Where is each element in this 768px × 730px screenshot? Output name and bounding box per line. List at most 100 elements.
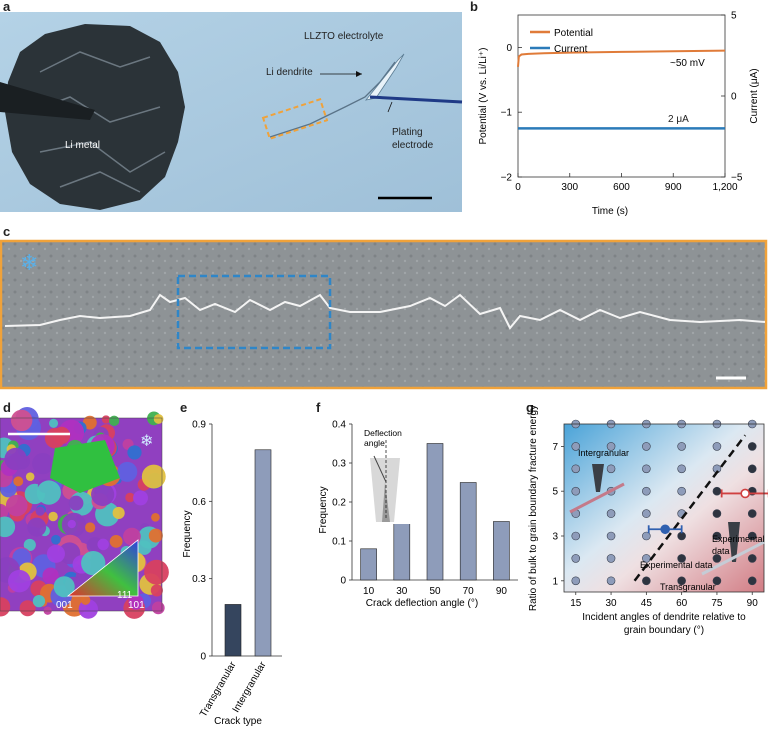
grain bbox=[117, 461, 138, 482]
grain bbox=[125, 492, 135, 503]
chart-f-ytick-label: 0.1 bbox=[332, 537, 346, 548]
legend-current: Current bbox=[554, 44, 588, 55]
transgranular-glyph bbox=[701, 522, 765, 576]
boundary-line bbox=[633, 434, 747, 582]
chart-g-ytick-label: 7 bbox=[552, 442, 558, 453]
grain bbox=[36, 480, 61, 505]
grain bbox=[10, 409, 33, 432]
chart-g-xtick-label: 45 bbox=[641, 598, 653, 609]
label-llzto-electrolyte: LLZTO electrolyte bbox=[304, 31, 384, 42]
annotation-transgranular: Transgranular bbox=[660, 582, 716, 592]
chart-g-xlabel-1: Incident angles of dendrite relative to bbox=[582, 612, 746, 623]
dendrite-box bbox=[261, 98, 329, 140]
grain bbox=[151, 601, 165, 615]
grain bbox=[0, 503, 9, 521]
chart-g-xtick-label: 15 bbox=[570, 598, 582, 609]
chart-b-xtick-label: 300 bbox=[561, 182, 578, 193]
bar-intergranular bbox=[254, 449, 272, 657]
chart-b-ytick-right-label: 0 bbox=[731, 92, 737, 103]
grain bbox=[141, 464, 166, 489]
chart-f-ytick-label: 0.4 bbox=[332, 420, 346, 431]
panel-label-d: d bbox=[3, 400, 11, 415]
grain bbox=[82, 415, 97, 430]
grid-point bbox=[571, 464, 581, 474]
grain bbox=[127, 445, 142, 460]
chart-b-xtick-label: 900 bbox=[665, 182, 682, 193]
chart-g-xlabel-2: grain boundary (°) bbox=[624, 625, 704, 636]
grain bbox=[44, 428, 66, 449]
grid-point bbox=[677, 464, 686, 474]
grid-point bbox=[712, 554, 722, 563]
chart-f-ytick-label: 0 bbox=[340, 576, 346, 587]
panel-label-a: a bbox=[3, 0, 11, 14]
chart-f-xtick-label: 10 bbox=[363, 586, 375, 597]
grain bbox=[0, 516, 16, 538]
grain bbox=[32, 594, 46, 608]
grain bbox=[148, 528, 163, 543]
grain bbox=[4, 447, 27, 471]
crack-detail-box bbox=[176, 274, 332, 350]
grain bbox=[25, 472, 35, 481]
grain bbox=[85, 522, 96, 533]
triangle-label-111: 111 bbox=[117, 590, 133, 601]
grain bbox=[42, 567, 59, 584]
grain bbox=[67, 519, 76, 529]
chart-b-ytick-label: 0 bbox=[506, 43, 512, 54]
annotation-experimental-top-2: data bbox=[712, 546, 730, 556]
chart-g-ytick-label: 1 bbox=[552, 576, 558, 587]
grid-point bbox=[677, 486, 686, 496]
grain bbox=[68, 495, 84, 511]
annotation-50mv: ~50 mV bbox=[670, 58, 705, 69]
grid-point bbox=[606, 442, 616, 451]
grain bbox=[19, 600, 36, 617]
panel-a-micrograph bbox=[0, 12, 463, 212]
panel-c-sem: ❄ bbox=[0, 239, 768, 390]
grain bbox=[109, 534, 123, 548]
bar-angle-10 bbox=[360, 548, 377, 581]
inset-deflection: Deflection bbox=[364, 428, 402, 438]
grid-point bbox=[606, 554, 616, 563]
grain bbox=[43, 606, 52, 615]
grid-point bbox=[571, 576, 581, 586]
deflection-inset bbox=[358, 428, 416, 524]
grid-point bbox=[712, 486, 722, 496]
grain bbox=[8, 569, 31, 593]
crack-line bbox=[4, 293, 766, 330]
panel-label-b: b bbox=[470, 0, 478, 14]
bar-angle-90 bbox=[493, 521, 510, 581]
chart-e-ytick-label: 0.9 bbox=[192, 420, 206, 431]
chart-e-ylabel: Frequency bbox=[182, 510, 193, 557]
annotation-experimental-mid: Experimental data bbox=[640, 560, 713, 570]
chart-e-xlabel: Crack type bbox=[214, 716, 262, 727]
grain bbox=[108, 415, 120, 426]
chart-f-xtick-label: 50 bbox=[429, 586, 441, 597]
grain bbox=[13, 476, 24, 487]
chart-g-xtick-label: 30 bbox=[605, 598, 617, 609]
grain bbox=[101, 415, 111, 424]
annotation-intergranular: Intergranular bbox=[578, 448, 629, 458]
triangle-label-101: 101 bbox=[128, 600, 145, 611]
chart-b-ytick-right-label: 5 bbox=[731, 11, 737, 22]
chart-f: 0 0.1 0.2 0.3 0.4 10 30 50 70 90 Deflection angle… bbox=[318, 420, 518, 609]
chart-b-ytick-label: −2 bbox=[501, 173, 513, 184]
chart-b: 0 300 600 900 1,200 −2 −1 0 −5 0 5 Potential Curre… bbox=[478, 11, 760, 218]
grid-point bbox=[677, 576, 686, 586]
chart-f-ylabel: Frequency bbox=[318, 486, 329, 533]
grid-point bbox=[642, 576, 651, 586]
grain bbox=[48, 511, 58, 522]
grid-point bbox=[606, 509, 616, 518]
grid-point bbox=[571, 486, 581, 496]
snowflake-icon: ❄ bbox=[20, 250, 38, 275]
li-metal-disk bbox=[5, 24, 185, 210]
grid-point bbox=[571, 554, 581, 563]
grain bbox=[51, 534, 61, 545]
series-potential bbox=[517, 49, 726, 67]
grain bbox=[5, 494, 28, 517]
label-li-metal: Li metal bbox=[65, 140, 101, 151]
grid-point bbox=[642, 531, 651, 541]
panel-label-e: e bbox=[180, 400, 188, 415]
chart-g-ylabel: Ratio of bulk to grain boundary fracture… bbox=[528, 405, 539, 611]
panel-label-c: c bbox=[3, 224, 11, 239]
grain bbox=[151, 512, 160, 522]
grain bbox=[46, 544, 65, 563]
